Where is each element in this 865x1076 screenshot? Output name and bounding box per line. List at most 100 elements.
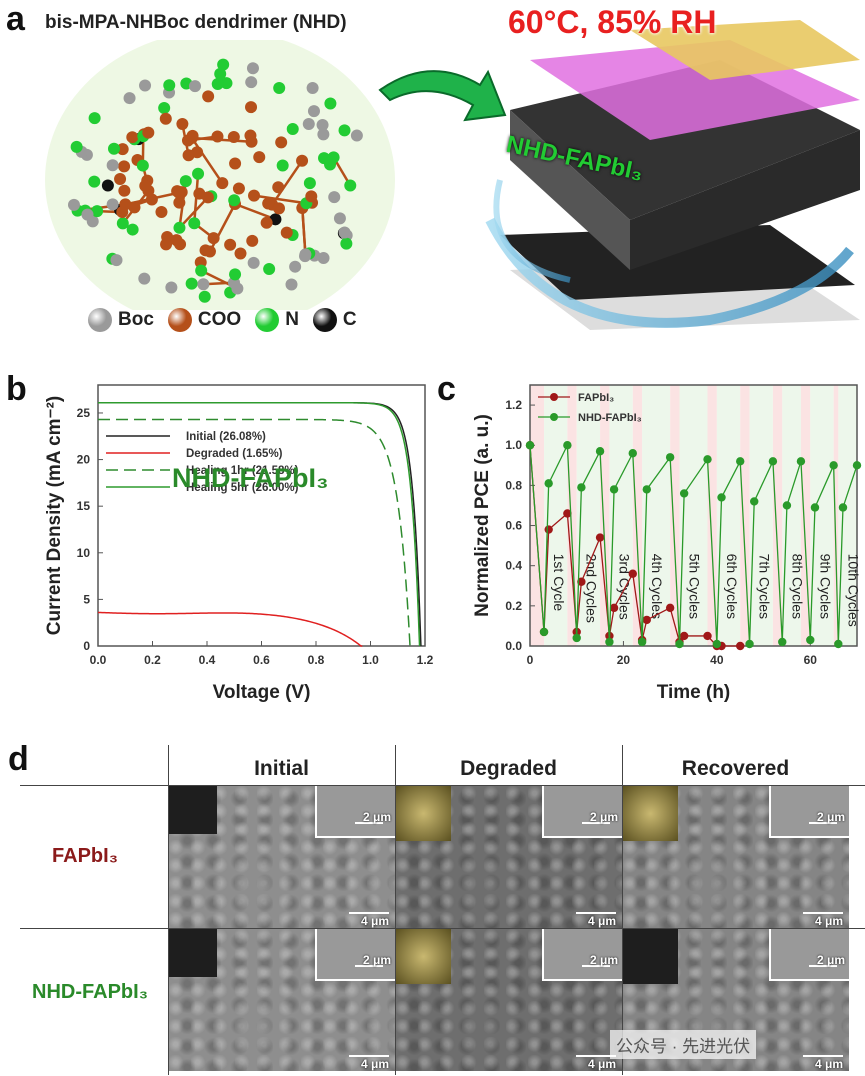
data-point: [703, 631, 712, 641]
heal-stripe: [749, 385, 773, 646]
atom: [173, 221, 186, 234]
x-tick-label: 1.0: [362, 653, 379, 667]
legend-label: NHD-FAPbI₃: [578, 412, 642, 424]
atom: [245, 101, 258, 114]
legend-label: Healing 1hr (21.58%): [186, 465, 299, 477]
atom: [280, 226, 293, 239]
atom: [229, 157, 242, 170]
atom: [188, 217, 201, 230]
y-tick-label: 15: [77, 499, 91, 513]
atom: [136, 159, 149, 172]
atom: [179, 175, 192, 188]
device-photo: [169, 929, 217, 977]
atom: [139, 179, 152, 192]
inset-scale-bar: [582, 965, 610, 967]
atom: [139, 79, 152, 92]
data-point: [665, 603, 675, 613]
atom: [263, 263, 276, 276]
scale-bar: [803, 912, 843, 914]
row-fapbi3: FAPbI₃: [52, 845, 118, 867]
atom: [126, 223, 139, 236]
atom: [114, 173, 127, 186]
atom: [88, 112, 101, 125]
jv-curve: [98, 401, 421, 647]
atom: [163, 79, 176, 92]
atom: [340, 237, 353, 250]
atom: [116, 217, 129, 230]
legend-c: C: [312, 308, 357, 332]
data-point: [563, 509, 572, 518]
atom: [302, 117, 315, 130]
legend-marker: [550, 393, 558, 401]
atom: [344, 179, 357, 192]
heal-stripe: [609, 385, 633, 646]
inset-sem: [315, 786, 395, 838]
degrade-stripe: [600, 385, 610, 646]
atom: [273, 82, 286, 95]
legend-boc: Boc: [88, 308, 154, 332]
atom: [316, 118, 329, 131]
atom: [189, 80, 202, 93]
cycle-annotation: 4th Cycles: [649, 554, 665, 619]
atom: [328, 191, 341, 204]
data-point: [525, 441, 535, 450]
atom: [193, 187, 206, 200]
cycle-annotation: 1st Cycle: [551, 554, 567, 612]
inset-scale-bar: [809, 822, 837, 824]
atom: [118, 160, 131, 173]
inset-scale-label: 2 μm: [362, 810, 391, 824]
inset-sem: [769, 929, 849, 981]
plot-frame: [97, 384, 426, 647]
plot-frame: [529, 384, 858, 647]
atom: [232, 182, 245, 195]
atom: [318, 152, 331, 165]
y-tick-label: 1.2: [505, 398, 522, 412]
data-point: [595, 447, 605, 456]
atom: [192, 167, 205, 180]
data-point: [642, 485, 651, 494]
jv-curve: [97, 611, 363, 647]
data-point: [605, 637, 614, 647]
heal-stripe: [782, 385, 801, 646]
x-tick-label: 20: [617, 653, 631, 667]
atom-dot-icon: [312, 308, 337, 332]
atom: [217, 58, 230, 71]
data-point: [810, 503, 820, 512]
data-point: [665, 453, 675, 462]
data-point: [838, 503, 848, 512]
atom: [317, 251, 330, 264]
inset-sem: [542, 786, 622, 838]
atom: [350, 129, 363, 142]
atom: [228, 194, 241, 207]
atom: [253, 151, 266, 164]
atom: [207, 232, 220, 245]
device-photo: [396, 929, 451, 984]
atom: [262, 197, 275, 210]
atom: [248, 189, 261, 202]
data-point: [778, 637, 787, 647]
panel-d-label: d: [8, 740, 29, 778]
atom-dot-icon: [88, 308, 112, 332]
degrade-stripe: [707, 385, 717, 646]
atom: [260, 216, 273, 229]
data-point: [750, 497, 759, 506]
atom: [289, 260, 302, 273]
pce-cycle-chart: 0 20 40 60 0.0 0.2 0.4 0.6 0.8 1.0 1.2 Time (h) Norm…: [472, 384, 861, 703]
atom: [186, 129, 199, 142]
data-point: [637, 637, 647, 647]
atom: [338, 124, 351, 137]
x-tick-label: 0: [527, 653, 534, 667]
scale-label: 4 μm: [587, 1057, 616, 1071]
atom: [227, 131, 240, 144]
atom: [123, 92, 136, 105]
legend-marker: [550, 413, 558, 421]
x-tick-label: 0.4: [199, 653, 216, 667]
atom: [176, 117, 189, 130]
data-point: [675, 639, 684, 649]
scale-label: 4 μm: [814, 1057, 843, 1071]
degrade-stripe: [632, 385, 643, 646]
atom: [247, 256, 260, 269]
atom-dot-icon: [255, 308, 280, 332]
atom: [142, 126, 155, 139]
atom: [333, 212, 346, 225]
